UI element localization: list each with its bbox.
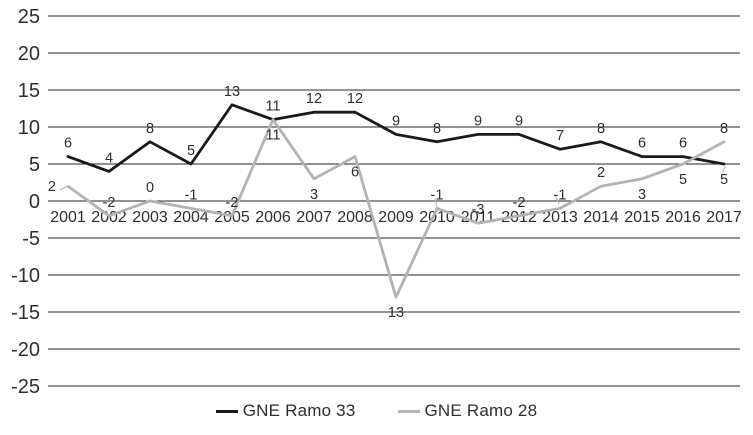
data-label: 4: [105, 150, 113, 166]
data-label-leader-line: [434, 198, 438, 208]
data-label-leader-line: [59, 186, 68, 191]
x-axis-tick-label: 2013: [542, 209, 578, 226]
legend-label: GNE Ramo 33: [242, 401, 356, 420]
data-label: 8: [597, 121, 605, 137]
y-axis-tick-label: 20: [18, 43, 40, 65]
data-label: 12: [306, 91, 322, 107]
data-label: 9: [515, 113, 523, 129]
x-axis-tick-label: 2010: [419, 209, 455, 226]
y-axis-tick-label: -5: [22, 228, 40, 250]
data-label: 8: [146, 121, 154, 137]
x-axis-tick-label: 2016: [665, 209, 701, 226]
x-axis-tick-label: 2008: [337, 209, 373, 226]
data-label: 6: [638, 136, 646, 152]
data-label: -1: [554, 187, 567, 203]
y-axis-tick-label: 25: [18, 6, 40, 28]
data-label: 6: [64, 136, 72, 152]
y-axis-tick-label: -20: [11, 339, 40, 361]
data-label: -2: [103, 195, 116, 211]
y-axis-tick-label: 0: [29, 191, 40, 213]
data-label: 8: [720, 121, 728, 137]
data-label: 9: [392, 113, 400, 129]
data-label: 9: [474, 113, 482, 129]
data-label: -2: [513, 195, 526, 211]
data-label: 5: [679, 172, 687, 188]
data-label: 11: [265, 99, 280, 115]
x-axis-tick-label: 2005: [214, 209, 250, 226]
x-axis-tick-label: 2014: [583, 209, 619, 226]
y-axis-tick-label: 15: [18, 80, 40, 102]
y-axis-tick-label: -25: [11, 376, 40, 398]
x-axis-tick-label: 2017: [706, 209, 742, 226]
data-label: 0: [146, 180, 154, 196]
data-label: 5: [187, 143, 195, 159]
x-axis-tick-label: 2006: [255, 209, 291, 226]
data-label: 13: [224, 84, 240, 100]
legend-item-gne-ramo-33: GNE Ramo 33: [215, 401, 356, 421]
series-line-gne-ramo-33: [66, 103, 726, 173]
data-label: 6: [351, 165, 359, 181]
data-label: 2: [597, 165, 605, 181]
data-label-leader-line: [721, 165, 726, 174]
legend-item-gne-ramo-28: GNE Ramo 28: [397, 401, 538, 421]
data-label: 2: [48, 179, 56, 195]
x-axis-tick-label: 2003: [132, 209, 168, 226]
legend: GNE Ramo 33 GNE Ramo 28: [0, 401, 753, 421]
data-label: 6: [679, 136, 687, 152]
y-axis-tick-label: -10: [11, 265, 40, 287]
x-axis-tick-label: 2004: [173, 209, 209, 226]
data-label: 3: [638, 187, 646, 203]
data-label: 3: [310, 187, 318, 203]
data-label: -1: [431, 187, 444, 203]
data-label: -3: [472, 202, 485, 218]
series-line-gne-ramo-28: [66, 118, 726, 299]
data-label: 5: [720, 172, 728, 188]
legend-label: GNE Ramo 28: [424, 401, 538, 420]
data-label: 12: [347, 91, 363, 107]
x-axis-tick-label: 2007: [296, 209, 332, 226]
x-axis-tick-label: 2001: [50, 209, 86, 226]
data-label-leader-line: [554, 194, 560, 205]
data-label: 8: [433, 121, 441, 137]
y-axis-tick-label: 5: [29, 154, 40, 176]
x-axis-tick-label: 2015: [624, 209, 660, 226]
legend-line-marker-gray: [397, 409, 420, 413]
data-label: 13: [388, 305, 404, 321]
x-axis-tick-label: 2009: [378, 209, 414, 226]
data-label: 11: [265, 128, 280, 144]
data-label: -2: [226, 195, 239, 211]
y-axis-tick-label: 10: [18, 117, 40, 139]
y-axis-tick-label: -15: [11, 302, 40, 324]
data-label: -1: [185, 187, 198, 203]
data-label: 7: [556, 128, 564, 144]
legend-line-marker-black: [215, 409, 238, 413]
